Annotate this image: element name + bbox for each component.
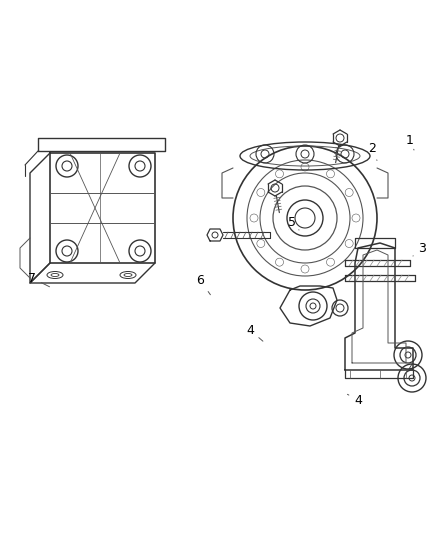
Text: 2: 2 [368,141,377,160]
Text: 3: 3 [413,241,426,256]
Text: 5: 5 [288,215,299,230]
Text: 1: 1 [406,133,414,150]
Text: 6: 6 [196,273,210,295]
Text: 4: 4 [246,324,263,341]
Text: 7: 7 [28,271,49,287]
Text: 4: 4 [347,393,362,407]
